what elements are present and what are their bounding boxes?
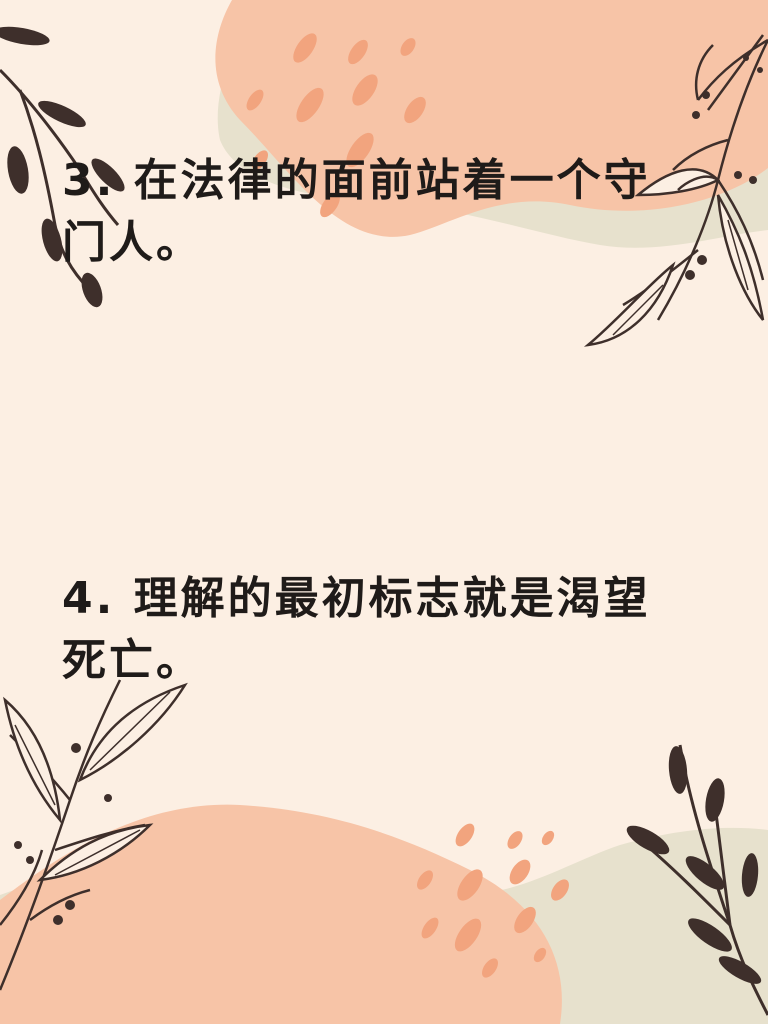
- leafy-branch-icon: [583, 34, 768, 347]
- leafy-branch-icon: [626, 744, 768, 1016]
- quote-text-3: 3. 在法律的面前站着一个守门人。: [62, 155, 651, 268]
- leafy-branch-icon: [0, 679, 188, 991]
- quote-text-4: 4. 理解的最初标志就是渴望死亡。: [62, 573, 651, 686]
- bottom-peach-blob: [0, 804, 562, 1024]
- top-dot-cluster: [246, 33, 426, 218]
- bottom-dot-cluster: [417, 823, 569, 978]
- leafy-branch-icon: [0, 26, 125, 308]
